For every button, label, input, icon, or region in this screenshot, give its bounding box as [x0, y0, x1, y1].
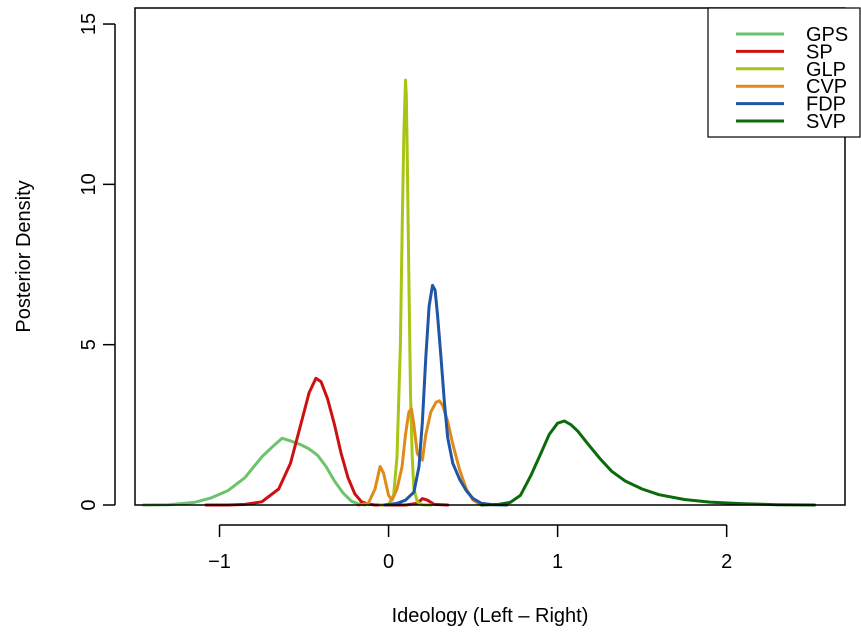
x-tick-label: −1 [208, 551, 231, 573]
legend-label-glp: GLP [806, 59, 846, 81]
y-tick-label: 5 [78, 339, 100, 350]
series-line-gps [142, 436, 367, 507]
x-tick-label: 0 [383, 551, 394, 573]
y-tick-label: 0 [78, 499, 100, 510]
x-axis-label: Ideology (Left – Right) [392, 605, 589, 627]
legend-label-sp: SP [806, 41, 833, 63]
series-line-sp [204, 376, 450, 507]
x-axis: −1 0 1 2 [208, 524, 732, 573]
series-line-glp [378, 78, 433, 507]
legend-label-fdp: FDP [806, 94, 846, 116]
legend-label-svp: SVP [806, 111, 846, 133]
y-axis-label: Posterior Density [13, 180, 35, 332]
y-tick-label: 10 [78, 173, 100, 195]
x-tick-label: 1 [552, 551, 563, 573]
series-line-fdp [383, 283, 509, 507]
plot-border [134, 7, 846, 506]
y-tick-label: 15 [78, 13, 100, 35]
series-layer [142, 78, 817, 507]
legend-label-cvp: CVP [806, 76, 847, 98]
legend-box [707, 7, 861, 138]
series-line-cvp [356, 399, 483, 507]
legend-label-gps: GPS [806, 24, 848, 46]
y-axis: 0 5 10 15 [78, 13, 116, 511]
series-line-svp [480, 419, 817, 507]
x-tick-label: 2 [721, 551, 732, 573]
